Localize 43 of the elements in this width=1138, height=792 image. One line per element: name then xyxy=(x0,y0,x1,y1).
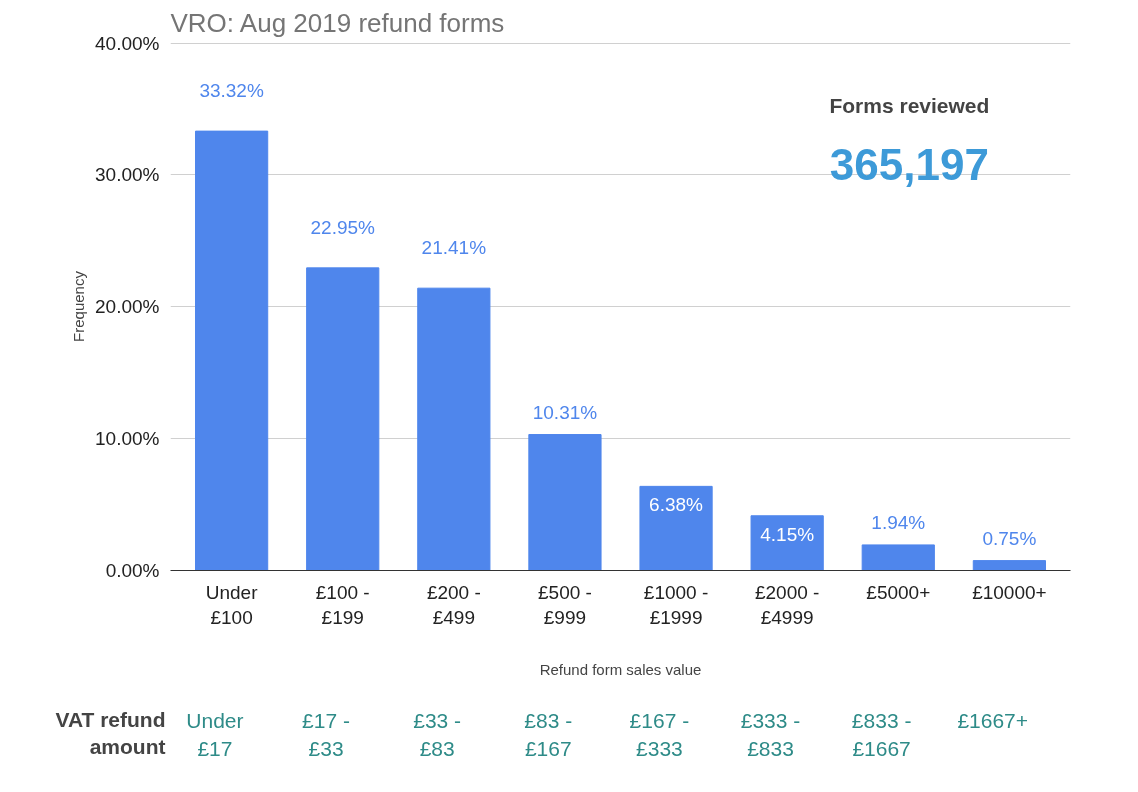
y-tick-label: 20.00% xyxy=(95,296,160,318)
text: £83 - £167 xyxy=(524,709,573,760)
bar xyxy=(750,515,824,571)
text: £1667+ xyxy=(957,709,1029,733)
text: VAT refund amount xyxy=(55,707,166,759)
bar xyxy=(306,267,380,571)
text: £333 - £833 xyxy=(740,709,801,760)
text: £167 - £333 xyxy=(629,709,690,760)
data-label: 0.75% xyxy=(982,527,1037,549)
text: Under £17 xyxy=(186,709,244,760)
bar xyxy=(639,485,713,571)
data-label: 21.41% xyxy=(421,237,487,259)
chart-title: VRO: Aug 2019 refund forms xyxy=(170,7,505,38)
text: £17 - £33 xyxy=(302,709,350,760)
data-label: 10.31% xyxy=(532,401,598,423)
x-tick-label: £2000 - £4999 xyxy=(754,581,820,628)
x-tick-label: £1000 - £1999 xyxy=(643,581,709,628)
bar xyxy=(417,287,491,571)
y-tick-label: 0.00% xyxy=(105,560,160,581)
text: £833 - £1667 xyxy=(851,709,912,760)
x-tick-label: Under £100 xyxy=(205,581,259,628)
x-axis-title: Refund form sales value xyxy=(539,660,702,678)
data-label: 22.95% xyxy=(310,216,376,238)
y-axis-title: Frequency xyxy=(70,270,88,342)
x-tick-label: £10000+ xyxy=(972,581,1047,603)
x-tick-label: £100 - £199 xyxy=(315,581,370,628)
annotation: Forms reviewed xyxy=(829,93,990,117)
y-tick-label: 40.00% xyxy=(95,32,160,54)
bar xyxy=(861,544,935,571)
data-label: 1.94% xyxy=(871,511,926,533)
data-label: 33.32% xyxy=(199,80,264,102)
bar xyxy=(972,560,1046,571)
y-tick-label: 10.00% xyxy=(95,428,160,450)
text: £33 - £83 xyxy=(413,709,462,760)
data-label: 4.15% xyxy=(760,523,815,545)
data-label: 6.38% xyxy=(649,494,704,516)
x-tick-label: £500 - £999 xyxy=(538,581,592,628)
x-tick-label: £5000+ xyxy=(866,581,931,603)
y-tick-label: 30.00% xyxy=(95,164,160,186)
bar xyxy=(195,130,269,571)
x-tick-label: £200 - £499 xyxy=(426,581,481,628)
annotation: 365,197 xyxy=(829,140,989,190)
bar xyxy=(528,434,602,571)
